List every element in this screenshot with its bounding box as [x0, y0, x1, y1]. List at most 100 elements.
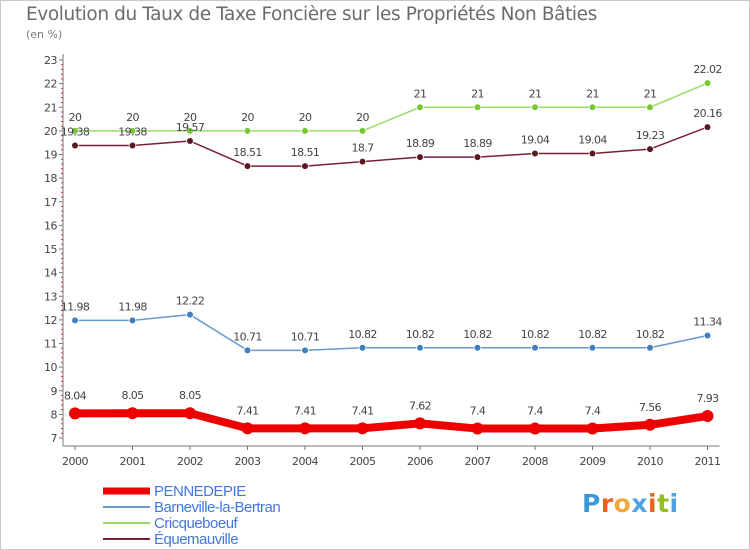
data-label: 20 — [356, 111, 369, 124]
series-line — [71, 409, 712, 433]
data-point — [701, 410, 714, 423]
y-tick-label: 18 — [44, 172, 57, 185]
x-tick-label: 2000 — [62, 455, 88, 468]
series-line — [74, 126, 709, 167]
data-point — [644, 418, 656, 431]
y-tick-label: 16 — [44, 219, 57, 232]
data-label: 19.23 — [636, 129, 665, 142]
y-tick-label: 10 — [44, 361, 57, 374]
data-point — [128, 316, 137, 325]
legend-label: Barneville-la-Bertran — [154, 499, 280, 516]
data-label: 7.41 — [351, 404, 373, 417]
y-tick-label: 12 — [44, 314, 57, 327]
logo-letter: i — [669, 489, 679, 518]
data-label: 11.34 — [693, 315, 722, 328]
data-point — [243, 162, 252, 170]
data-point — [416, 103, 424, 112]
data-label: 21 — [586, 87, 599, 100]
data-point — [128, 141, 137, 150]
data-label: 11.98 — [118, 300, 147, 313]
y-tick-label: 8 — [51, 408, 58, 421]
data-label: 22.02 — [693, 63, 722, 76]
data-label: 10.82 — [521, 328, 550, 341]
data-label: 8.05 — [179, 389, 202, 402]
data-label: 7.56 — [639, 401, 662, 414]
data-label: 21 — [644, 87, 657, 100]
series--quemauville: 19.38 19.38 19.57 18.51 18.51 18.7 18.89 18.89 1… — [61, 107, 723, 170]
data-point — [358, 343, 367, 352]
data-point — [241, 422, 254, 435]
x-tick-label: 2001 — [120, 455, 146, 468]
data-label: 18.51 — [291, 146, 320, 159]
series-pennedepie: 8.04 8.05 8.05 7.41 7.41 7.41 7.62 7.4 7.4 7.4 7.5… — [64, 389, 720, 435]
data-label: 7.93 — [696, 392, 719, 405]
y-tick-label: 19 — [44, 149, 57, 162]
data-label: 21 — [471, 87, 484, 100]
data-label: 8.05 — [121, 389, 144, 402]
data-point — [473, 153, 482, 161]
data-point — [71, 316, 79, 325]
data-label: 7.4 — [527, 405, 543, 418]
data-point — [531, 343, 539, 352]
data-point — [126, 407, 139, 420]
data-label: 10.82 — [406, 328, 435, 341]
data-label: 20 — [299, 111, 312, 124]
logo-letter: o — [613, 489, 632, 518]
logo-letter: t — [657, 489, 670, 518]
logo-letter: P — [582, 489, 601, 518]
data-point — [646, 145, 654, 153]
data-point — [473, 343, 482, 352]
data-label: 11.98 — [61, 300, 90, 313]
data-point — [531, 103, 539, 112]
series-barneville-la-bertran: 11.98 11.98 12.22 10.71 10.71 10.82 10.82 10.82… — [61, 295, 723, 355]
data-point — [586, 422, 599, 435]
x-tick-label: 2009 — [580, 455, 606, 468]
y-tick-label: 17 — [44, 196, 57, 209]
data-point — [703, 123, 712, 131]
chart-title: Evolution du Taux de Taxe Foncière sur l… — [26, 4, 597, 25]
data-point — [301, 346, 309, 355]
data-point — [588, 149, 597, 158]
data-label: 18.89 — [463, 137, 492, 150]
data-point — [529, 422, 541, 435]
data-label: 18.89 — [406, 137, 435, 150]
data-point — [186, 310, 194, 319]
data-label: 19.38 — [61, 126, 90, 139]
data-label: 7.41 — [294, 404, 316, 417]
data-point — [186, 137, 194, 145]
data-label: 10.71 — [291, 330, 320, 343]
data-label: 10.82 — [348, 328, 377, 341]
data-point — [646, 103, 654, 112]
y-tick-label: 14 — [44, 267, 57, 280]
data-label: 20 — [69, 111, 82, 124]
y-tick-label: 22 — [44, 78, 57, 91]
data-label: 18.7 — [351, 142, 374, 155]
data-label: 18.51 — [233, 146, 262, 159]
data-label: 21 — [414, 87, 427, 100]
data-label: 8.04 — [64, 389, 87, 402]
y-tick-label: 21 — [44, 101, 57, 114]
y-tick-label: 23 — [44, 54, 57, 67]
y-tick-label: 15 — [44, 243, 57, 256]
data-point — [471, 422, 484, 435]
data-point — [301, 162, 309, 170]
x-tick-label: 2008 — [522, 455, 548, 468]
data-label: 10.82 — [463, 328, 492, 341]
x-tick-label: 2003 — [235, 455, 261, 468]
data-label: 7.62 — [409, 399, 431, 412]
data-point — [356, 422, 369, 435]
data-label: 19.57 — [176, 121, 205, 134]
chart-axes: 7 8 9 10 11 12 13 14 15 16 17 18 19 20 21 22 23 2000 2001 2… — [44, 54, 721, 468]
y-tick-label: 7 — [51, 432, 58, 445]
x-tick-label: 2010 — [637, 455, 663, 468]
chart-legend: PENNEDEPIEBarneville-la-BertranCricquebo… — [103, 483, 281, 548]
x-tick-label: 2005 — [350, 455, 376, 468]
series-cricqueboeuf: 20 20 20 20 20 20 21 21 21 21 21 22.02 — [69, 63, 722, 135]
data-label: 7.4 — [470, 405, 486, 418]
data-point — [71, 127, 79, 135]
data-label: 20.16 — [693, 107, 722, 120]
data-label: 19.04 — [521, 134, 550, 147]
data-label: 19.04 — [578, 134, 607, 147]
